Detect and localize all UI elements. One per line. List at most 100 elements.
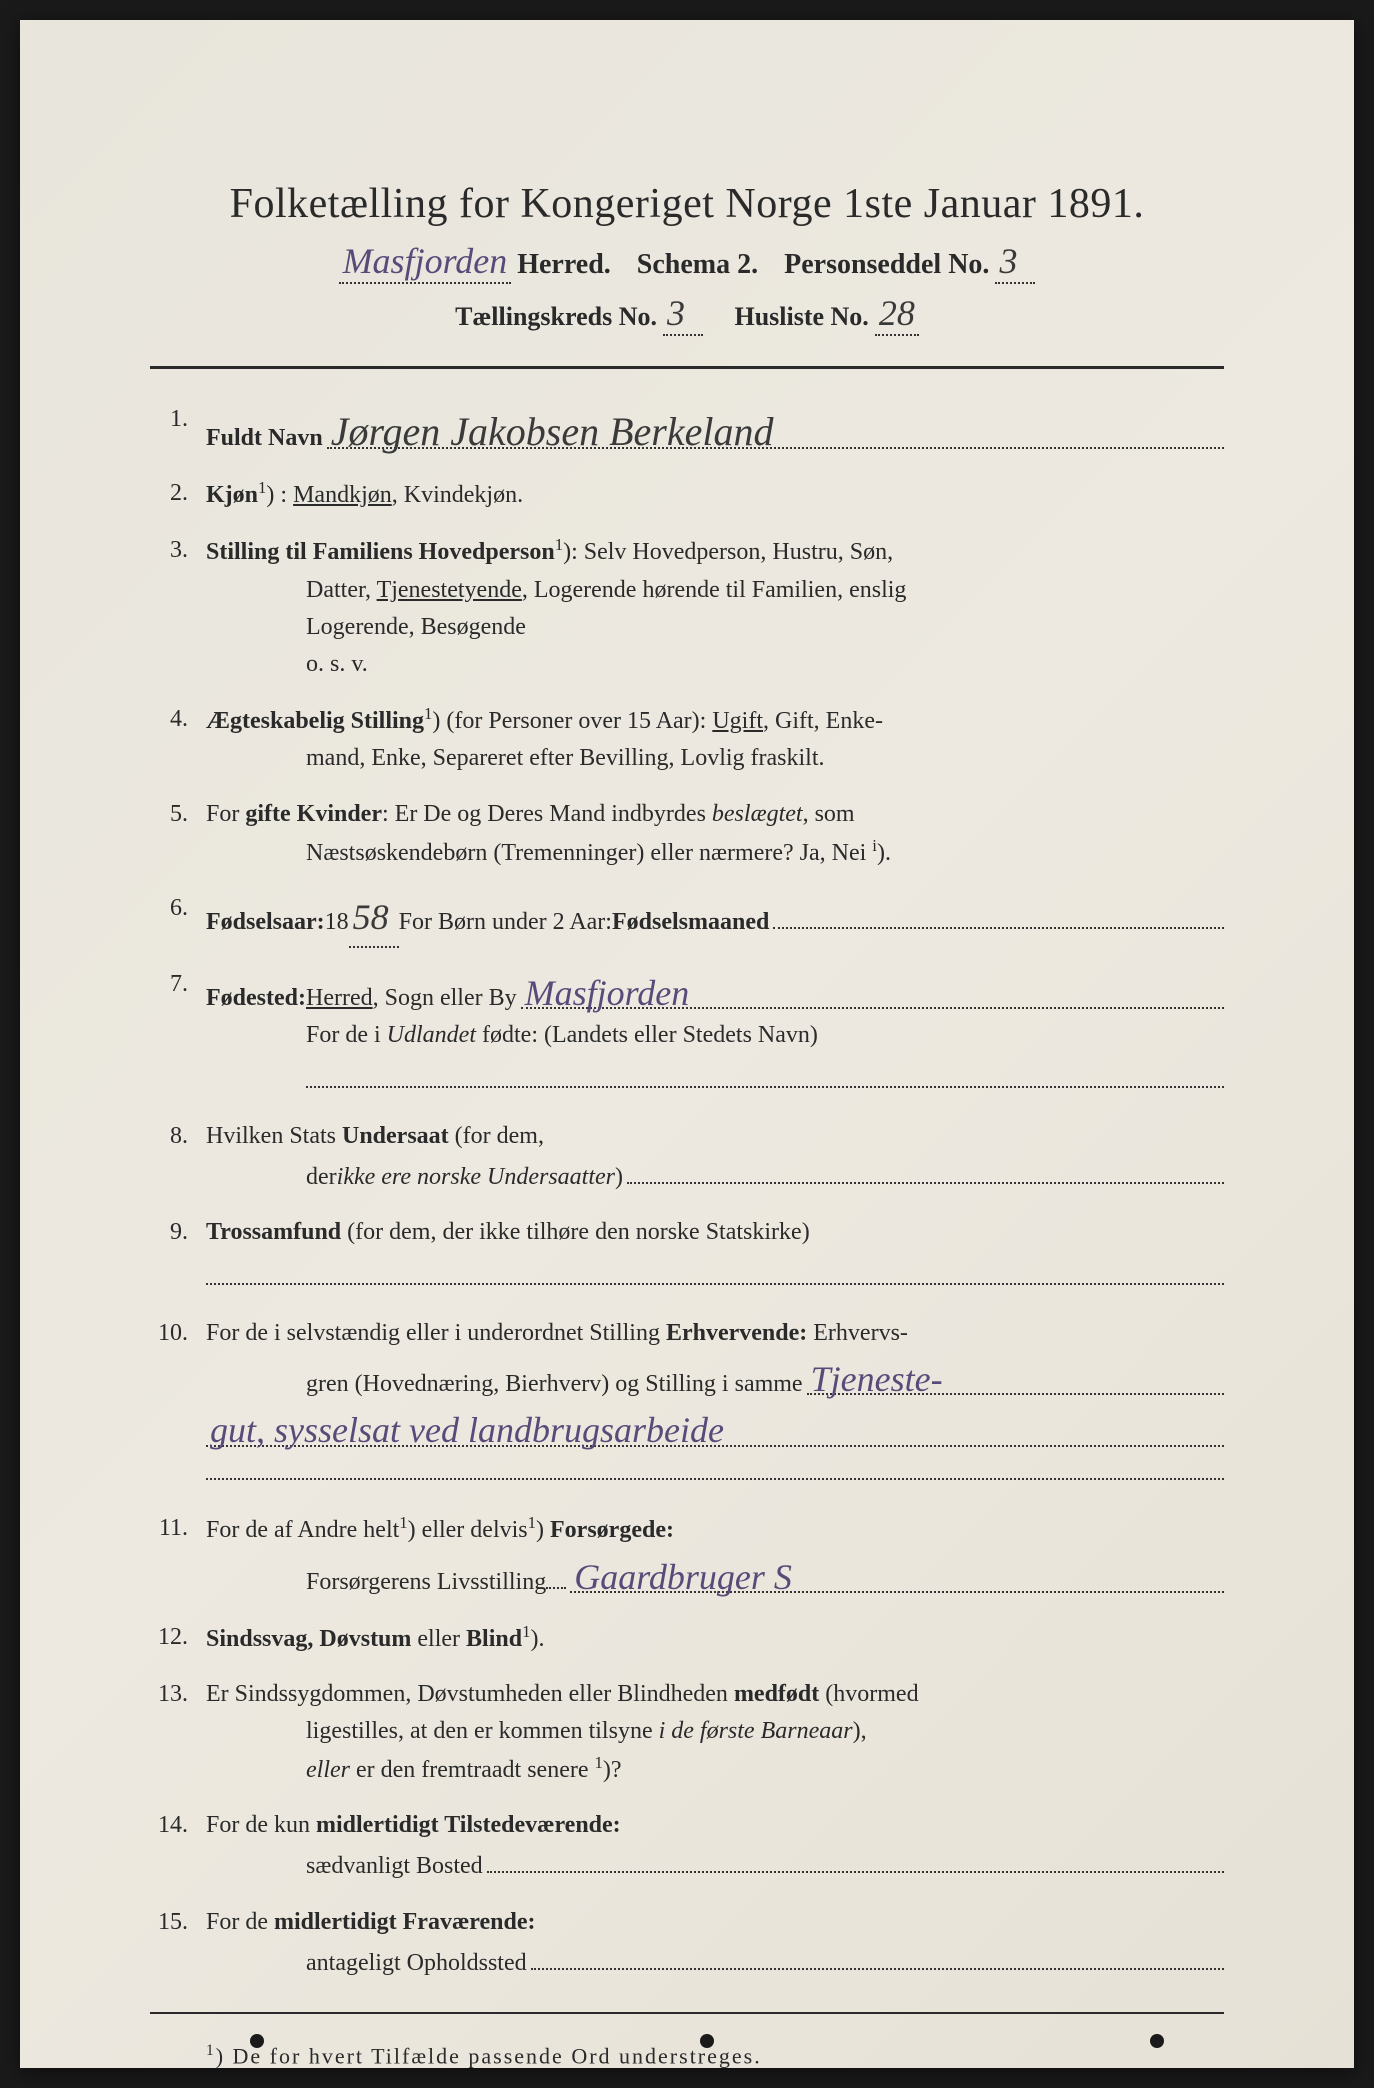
question-5: 5. For gifte Kvinder: Er De og Deres Man… xyxy=(150,796,1224,872)
q13-1b: medfødt xyxy=(734,1681,819,1707)
question-14: 14. For de kun midlertidigt Tilstedevære… xyxy=(150,1807,1224,1885)
q3-num: 3. xyxy=(150,532,206,569)
question-8: 8. Hvilken Stats Undersaat (for dem, der… xyxy=(150,1118,1224,1196)
q3-line4: o. s. v. xyxy=(206,646,1224,683)
q15-blank xyxy=(531,1941,1224,1970)
q13-num: 13. xyxy=(150,1676,206,1713)
q6-blank xyxy=(773,900,1224,929)
q5-1a: For xyxy=(206,801,245,827)
question-11: 11. For de af Andre helt1) eller delvis1… xyxy=(150,1510,1224,1600)
subtitle-row-1: Masfjorden Herred. Schema 2. Personsedde… xyxy=(150,240,1224,284)
q11-2: Forsørgerens Livsstilling xyxy=(306,1564,546,1601)
q8-1b: Undersaat xyxy=(342,1123,449,1149)
kreds-label: Tællingskreds No. xyxy=(455,302,657,332)
q11-num: 11. xyxy=(150,1510,206,1547)
q15-num: 15. xyxy=(150,1904,206,1941)
q3-after: ): Selv Hovedperson, Hustru, Søn, xyxy=(563,539,893,565)
q7-value: Masfjorden xyxy=(521,966,1224,1009)
herred-value: Masfjorden xyxy=(339,240,512,284)
schema-label: Schema 2. xyxy=(637,249,758,281)
q4-num: 4. xyxy=(150,701,206,738)
question-13: 13. Er Sindssygdommen, Døvstumheden elle… xyxy=(150,1676,1224,1790)
q8-1a: Hvilken Stats xyxy=(206,1123,342,1149)
personseddel-label: Personseddel No. xyxy=(784,249,989,281)
q14-1b: midlertidigt Tilstedeværende: xyxy=(316,1812,621,1838)
q5-2b: ). xyxy=(877,840,891,866)
q7-label: Fødested: xyxy=(206,980,306,1017)
q1-num: 1. xyxy=(150,401,206,438)
q6-prefix: 18 xyxy=(325,904,349,941)
q6-num: 6. xyxy=(150,890,206,927)
census-form-page: Folketælling for Kongeriget Norge 1ste J… xyxy=(20,20,1354,2068)
q2-colon: ) : xyxy=(266,482,287,508)
q4-after: ) (for Personer over 15 Aar): xyxy=(432,708,712,734)
husliste-label: Husliste No. xyxy=(734,302,868,332)
q9-num: 9. xyxy=(150,1214,206,1251)
question-10: 10. For de i selvstændig eller i underor… xyxy=(150,1315,1224,1492)
q14-2: sædvanligt Bosted xyxy=(306,1848,483,1885)
footnote-text: ) De for hvert Tilfælde passende Ord und… xyxy=(216,2043,762,2068)
q2-num: 2. xyxy=(150,475,206,512)
q8-num: 8. xyxy=(150,1118,206,1155)
question-2: 2. Kjøn1) : Mandkjøn, Kvindekjøn. xyxy=(150,475,1224,514)
q11-1a: For de af Andre helt xyxy=(206,1517,399,1543)
q8-blank xyxy=(627,1155,1224,1184)
kreds-no: 3 xyxy=(663,292,703,336)
q5-num: 5. xyxy=(150,796,206,833)
punch-hole-2 xyxy=(700,2034,714,2048)
q3-label: Stilling til Familiens Hovedperson xyxy=(206,539,555,565)
q10-1c: Erhvervs- xyxy=(807,1320,908,1346)
q6-after: For Børn under 2 Aar: xyxy=(399,904,612,941)
q10-val2: gut, sysselsat ved landbrugsarbeide xyxy=(206,1403,1224,1446)
q5-1b: gifte Kvinder xyxy=(245,801,382,827)
q2-sep: , xyxy=(392,482,404,508)
question-9: 9. Trossamfund (for dem, der ikke tilhør… xyxy=(150,1214,1224,1297)
q4-after2: , Gift, Enke- xyxy=(763,708,883,734)
q9-after: (for dem, der ikke tilhøre den norske St… xyxy=(341,1219,810,1245)
q10-1b: Erhvervende: xyxy=(666,1320,807,1346)
q1-value: Jørgen Jakobsen Berkeland xyxy=(327,401,1224,449)
question-15: 15. For de midlertidigt Fraværende: anta… xyxy=(150,1904,1224,1982)
q4-line2: mand, Enke, Separeret efter Bevilling, L… xyxy=(206,740,1224,777)
q8-2a: der xyxy=(306,1159,337,1196)
q4-underlined: Ugift xyxy=(712,708,763,734)
q7-2b: Udlandet xyxy=(387,1022,476,1048)
q10-2: gren (Hovednæring, Bierhverv) og Stillin… xyxy=(306,1366,803,1403)
divider-top xyxy=(150,366,1224,369)
herred-label: Herred. xyxy=(517,249,611,281)
q14-num: 14. xyxy=(150,1807,206,1844)
q14-1a: For de kun xyxy=(206,1812,316,1838)
q2-opt1: Mandkjøn xyxy=(293,482,392,508)
q12-after2: ). xyxy=(530,1626,544,1652)
q13-2b: i de første Barneaar xyxy=(659,1718,853,1744)
q6-label2: Fødselsmaaned xyxy=(612,904,769,941)
q14-blank xyxy=(487,1845,1224,1874)
q15-1a: For de xyxy=(206,1909,274,1935)
personseddel-no: 3 xyxy=(995,240,1035,284)
q12-num: 12. xyxy=(150,1619,206,1656)
punch-hole-1 xyxy=(250,2034,264,2048)
subtitle-row-2: Tællingskreds No. 3 Husliste No. 28 xyxy=(150,292,1224,336)
q5-1e: , som xyxy=(803,801,855,827)
q6-year: 58 xyxy=(349,890,399,948)
q11-sup1: 1 xyxy=(399,1513,407,1532)
q13-1a: Er Sindssygdommen, Døvstumheden eller Bl… xyxy=(206,1681,734,1707)
q13-2c: ), xyxy=(853,1718,867,1744)
q12-after: eller xyxy=(411,1626,466,1652)
q11-value: Gaardbruger S xyxy=(570,1550,1224,1593)
q11-1c: ) xyxy=(536,1517,550,1543)
q12-label2: Blind xyxy=(466,1626,522,1652)
page-title: Folketælling for Kongeriget Norge 1ste J… xyxy=(150,180,1224,228)
q13-3b: er den fremtraadt senere xyxy=(350,1757,595,1783)
q8-2c: ) xyxy=(615,1159,623,1196)
q13-3a: eller xyxy=(306,1757,350,1783)
q3-sup: 1 xyxy=(555,535,563,554)
q7-blank xyxy=(306,1054,1224,1088)
q12-label: Sindssvag, Døvstum xyxy=(206,1626,411,1652)
punch-hole-3 xyxy=(1150,2034,1164,2048)
q5-2a: Næstsøskendebørn (Tremenninger) eller næ… xyxy=(306,840,872,866)
q15-2: antageligt Opholdssted xyxy=(306,1945,527,1982)
q10-1a: For de i selvstændig eller i underordnet… xyxy=(206,1320,666,1346)
q2-opt2: Kvindekjøn. xyxy=(404,482,523,508)
question-1: 1. Fuldt Navn Jørgen Jakobsen Berkeland xyxy=(150,401,1224,457)
